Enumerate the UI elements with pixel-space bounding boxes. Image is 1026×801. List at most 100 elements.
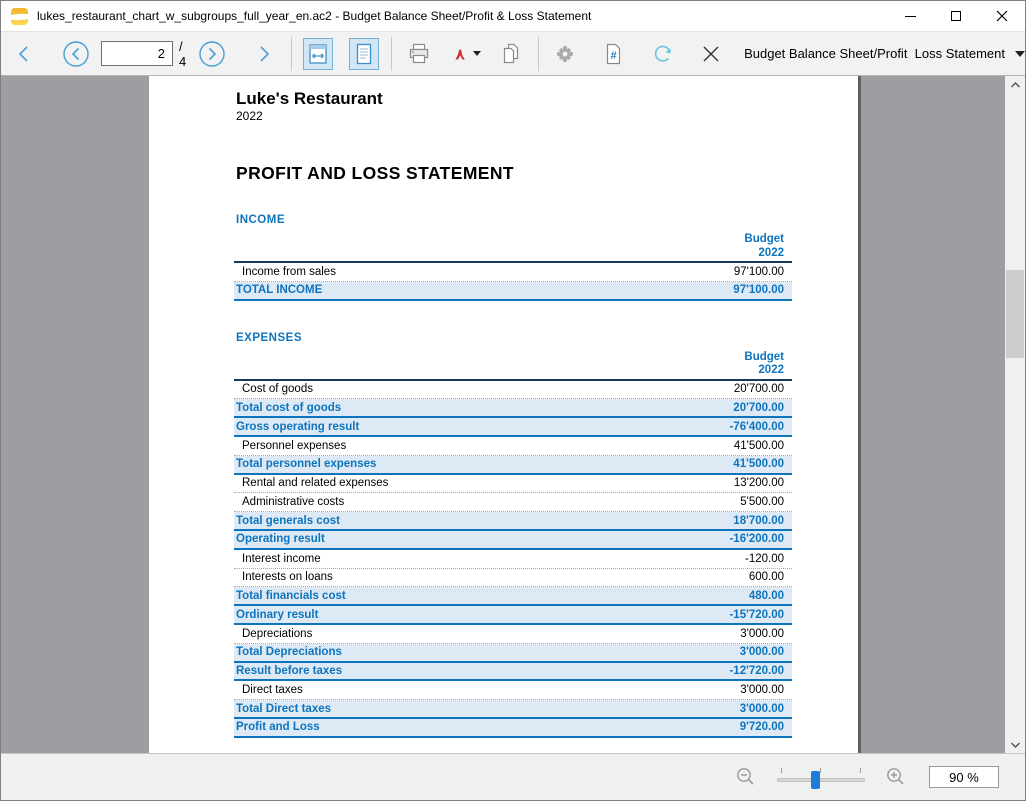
table-row: Ordinary result -15'720.00 <box>234 606 792 625</box>
page-number-input[interactable] <box>101 41 173 66</box>
slider-handle[interactable] <box>811 771 820 789</box>
maximize-button[interactable] <box>933 1 979 32</box>
svg-text:#: # <box>611 50 617 62</box>
report-selector-label: Budget Balance Sheet/Profit Loss Stateme… <box>744 46 1005 61</box>
row-value: -120.00 <box>744 552 784 565</box>
slider-tick <box>820 768 821 773</box>
row-value: 20'700.00 <box>733 401 784 414</box>
scrollbar-thumb[interactable] <box>1006 270 1024 358</box>
row-value: 3'000.00 <box>740 684 784 697</box>
budget-header-line2: 2022 <box>758 246 784 259</box>
row-value: 13'200.00 <box>733 477 784 490</box>
row-value: 3'000.00 <box>740 627 784 640</box>
row-label: Total cost of goods <box>236 401 342 414</box>
income-section-label: INCOME <box>236 214 285 226</box>
preview-toolbar: / 4 <box>1 32 1025 76</box>
slider-tick <box>860 768 861 773</box>
row-label: Result before taxes <box>236 664 343 677</box>
last-page-button[interactable] <box>249 38 279 70</box>
scroll-up-button[interactable] <box>1005 76 1025 93</box>
row-label: Personnel expenses <box>242 439 347 452</box>
table-row: Total financials cost 480.00 <box>234 587 792 607</box>
zoom-in-icon <box>887 768 904 785</box>
zoom-slider[interactable] <box>777 764 865 790</box>
row-label: Direct taxes <box>242 684 303 697</box>
copy-icon <box>503 43 518 63</box>
report-selector-dropdown[interactable]: Budget Balance Sheet/Profit Loss Stateme… <box>744 46 1025 61</box>
scroll-down-button[interactable] <box>1005 736 1025 753</box>
expenses-column-header: Budget 2022 <box>234 351 792 381</box>
zoom-in-button[interactable] <box>885 766 907 788</box>
table-row: Income from sales 97'100.00 <box>234 263 792 282</box>
income-table-body: Income from sales 97'100.00 TOTAL INCOME 97… <box>234 263 792 301</box>
chevron-up-icon <box>1010 81 1020 87</box>
vertical-scrollbar[interactable] <box>1005 76 1025 753</box>
row-value: 97'100.00 <box>733 284 784 297</box>
report-title: PROFIT AND LOSS STATEMENT <box>236 163 515 183</box>
table-row: Interests on loans 600.00 <box>234 569 792 588</box>
minimize-icon <box>904 15 916 17</box>
fit-width-icon <box>309 43 327 64</box>
close-preview-button[interactable] <box>696 38 726 70</box>
first-page-button[interactable] <box>9 38 39 70</box>
toolbar-separator <box>391 36 392 71</box>
copy-button[interactable] <box>496 38 526 70</box>
row-value: -76'400.00 <box>729 420 784 433</box>
close-icon <box>996 10 1008 22</box>
preview-area: Luke's Restaurant 2022 PROFIT AND LOSS S… <box>1 76 1025 753</box>
row-value: 18'700.00 <box>733 514 784 527</box>
company-name: Luke's Restaurant <box>236 89 383 108</box>
income-column-header: Budget 2022 <box>234 233 792 263</box>
expenses-section: EXPENSES Budget 2022 Cost of goods 20'700… <box>234 331 792 738</box>
zoom-out-button[interactable] <box>735 766 757 788</box>
row-label: Income from sales <box>242 265 336 278</box>
row-label: Gross operating result <box>236 420 360 433</box>
budget-header-line1: Budget <box>744 233 784 245</box>
budget-header-line2: 2022 <box>758 364 784 377</box>
row-value: 480.00 <box>748 589 784 602</box>
window-title: lukes_restaurant_chart_w_subgroups_full_… <box>37 9 592 23</box>
single-page-button[interactable] <box>349 37 380 70</box>
next-page-button[interactable] <box>197 38 227 70</box>
row-value: 41'500.00 <box>733 458 784 471</box>
table-row: Operating result -16'200.00 <box>234 530 792 550</box>
row-value: -12'720.00 <box>729 664 784 677</box>
app-logo-icon <box>11 7 28 25</box>
row-label: Depreciations <box>242 627 313 640</box>
refresh-button[interactable] <box>648 38 678 70</box>
settings-button[interactable] <box>550 38 580 70</box>
row-label: Interest income <box>242 552 321 565</box>
row-label: Total Depreciations <box>236 646 342 659</box>
previous-page-icon <box>63 40 89 67</box>
table-row: Profit and Loss 9'720.00 <box>234 718 792 738</box>
slider-tick <box>781 768 782 773</box>
next-page-icon <box>198 40 225 67</box>
table-row: Total Depreciations 3'000.00 <box>234 643 792 663</box>
fit-width-button[interactable] <box>303 37 334 70</box>
last-page-icon <box>259 45 269 62</box>
row-label: Cost of goods <box>242 383 313 396</box>
table-row: Direct taxes 3'000.00 <box>234 681 792 701</box>
row-value: 600.00 <box>748 571 784 584</box>
row-value: 3'000.00 <box>739 646 784 659</box>
zoom-percentage-input[interactable] <box>929 766 999 788</box>
previous-page-button[interactable] <box>61 38 91 70</box>
slider-groove <box>777 778 865 782</box>
table-row: Cost of goods 20'700.00 <box>234 381 792 400</box>
row-value: 20'700.00 <box>733 383 784 396</box>
row-label: Administrative costs <box>242 496 345 509</box>
report-document: Luke's Restaurant 2022 PROFIT AND LOSS S… <box>234 76 792 738</box>
print-button[interactable] <box>404 38 434 70</box>
income-section: INCOME Budget 2022 Income from sales 97'1… <box>234 213 792 301</box>
table-row: Total personnel expenses 41'500.00 <box>234 455 792 475</box>
minimize-button[interactable] <box>887 1 933 32</box>
toolbar-separator <box>290 36 292 71</box>
close-button[interactable] <box>979 1 1025 32</box>
expenses-table-body: Cost of goods 20'700.00 Total cost of good… <box>234 381 792 738</box>
row-label: Total generals cost <box>236 514 340 527</box>
row-value: -15'720.00 <box>729 608 784 621</box>
page-numbers-button[interactable]: # <box>598 38 628 70</box>
pdf-export-button[interactable] <box>452 38 482 70</box>
budget-header-line1: Budget <box>744 350 784 363</box>
